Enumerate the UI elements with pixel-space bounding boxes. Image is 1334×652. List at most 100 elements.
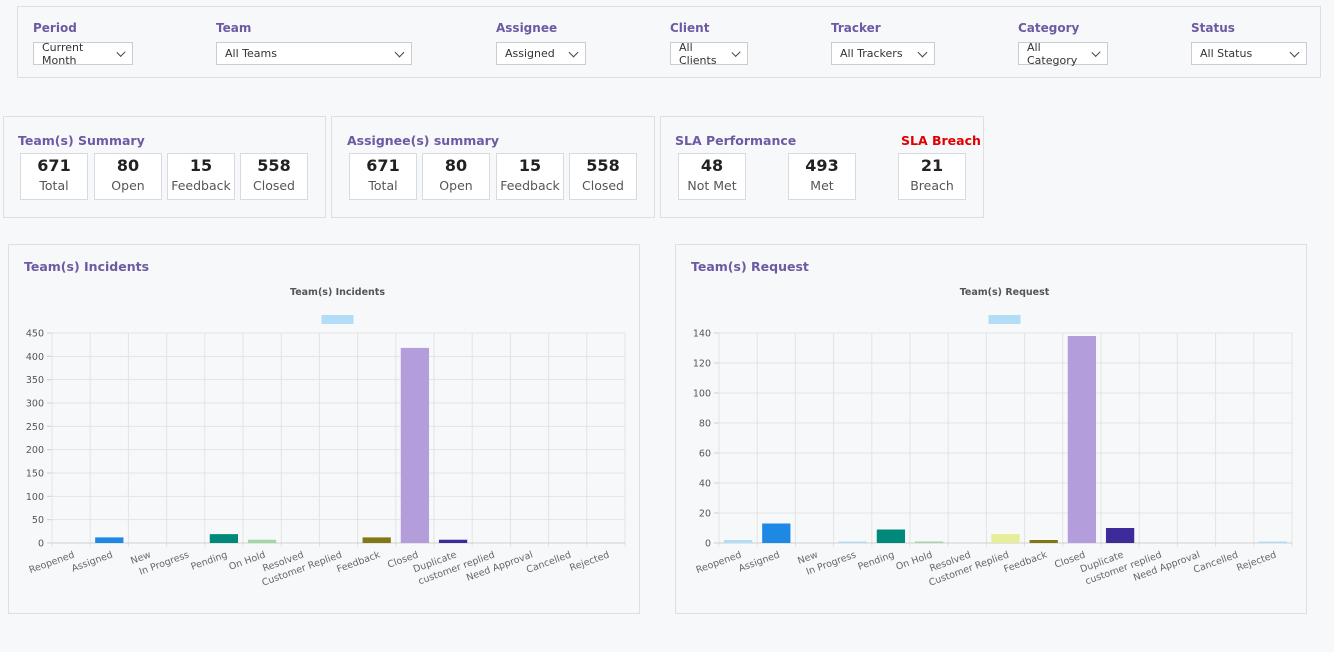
filter-period-label: Period [33, 21, 77, 35]
assignee-select[interactable]: Assigned [496, 42, 586, 65]
stat-value: 558 [257, 156, 291, 175]
incidents-x-tick-label: Assigned [70, 549, 114, 574]
incidents-y-tick-label: 0 [38, 539, 44, 550]
incidents-x-tick-label: Pending [189, 549, 228, 572]
request-x-tick-label: Assigned [737, 549, 781, 574]
sla-breach-title: SLA Breach [901, 133, 981, 148]
chevron-down-icon [394, 47, 405, 57]
sla-performance-title: SLA Performance [675, 133, 797, 148]
incidents-y-tick-label: 450 [26, 329, 44, 340]
incidents-y-tick-label: 50 [32, 515, 44, 526]
stat-label: Closed [253, 178, 295, 193]
team-select[interactable]: All Teams [216, 42, 412, 65]
assignee-closed-stat[interactable]: 558 Closed [569, 153, 637, 200]
request-y-tick-label: 20 [699, 509, 711, 520]
stat-value: 558 [586, 156, 620, 175]
team-feedback-stat[interactable]: 15 Feedback [167, 153, 235, 200]
stat-label: Open [439, 178, 473, 193]
filter-bar: Period Current Month Team All Teams Assi… [17, 6, 1321, 78]
request-bar [1067, 336, 1097, 543]
request-y-tick-label: 120 [693, 359, 711, 370]
incidents-chart-card: Team(s) Incidents Team(s) Incidents 0 50 10… [8, 244, 640, 614]
assignee-open-stat[interactable]: 80 Open [422, 153, 490, 200]
request-x-tick-label: Pending [856, 549, 895, 572]
stat-value: 671 [37, 156, 71, 175]
incidents-bar-chart: Team(s) Incidents 0 50 100 150 200 250 300 350 40… [26, 287, 626, 589]
filter-team-label: Team [216, 21, 252, 35]
assignee-summary-card: Assignee(s) summary 671 Total 80 Open 15… [331, 116, 655, 218]
filter-assignee: Assignee Assigned [496, 21, 586, 65]
chevron-down-icon [731, 47, 741, 57]
request-y-tick-label: 80 [699, 419, 711, 430]
incidents-x-tick-label: Feedback [335, 549, 382, 575]
sla-breach-stat[interactable]: 21 Breach [898, 153, 966, 200]
stat-label: Breach [910, 178, 954, 193]
status-select-value: All Status [1200, 47, 1253, 60]
tracker-select-value: All Trackers [840, 47, 903, 60]
sla-performance-card: SLA Performance SLA Breach 48 Not Met 49… [660, 116, 984, 218]
client-select-value: All Clients [679, 40, 717, 67]
incidents-y-tick-label: 300 [26, 399, 44, 410]
incidents-legend-swatch [321, 315, 354, 324]
request-bar [1105, 528, 1135, 543]
stat-label: Total [368, 178, 398, 193]
assignee-summary-title: Assignee(s) summary [347, 133, 499, 148]
stat-value: 15 [518, 156, 542, 175]
request-y-tick-label: 100 [693, 389, 711, 400]
incidents-x-tick-label: Rejected [568, 549, 611, 573]
stat-label: Met [810, 178, 834, 193]
sla-met-stat[interactable]: 493 Met [788, 153, 856, 200]
team-open-stat[interactable]: 80 Open [94, 153, 162, 200]
tracker-select[interactable]: All Trackers [831, 42, 935, 65]
stat-value: 493 [805, 156, 839, 175]
stat-value: 21 [920, 156, 944, 175]
category-select[interactable]: All Category [1018, 41, 1108, 67]
stat-value: 80 [444, 156, 468, 175]
request-chart-title: Team(s) Request [960, 287, 1050, 298]
incidents-bar [438, 539, 468, 543]
incidents-x-tick-label: On Hold [228, 549, 268, 572]
period-select-value: Current Month [42, 40, 84, 67]
request-x-tick-label: Rejected [1235, 549, 1278, 573]
request-x-tick-label: On Hold [895, 549, 935, 572]
incidents-bar [209, 534, 239, 543]
chevron-down-icon [1091, 47, 1101, 57]
stat-label: Open [111, 178, 145, 193]
incidents-x-tick-label: Reopened [28, 549, 77, 576]
filter-status: Status All Status [1191, 21, 1307, 65]
stat-value: 671 [366, 156, 400, 175]
request-bar [914, 541, 944, 543]
request-bar [991, 534, 1020, 543]
request-x-tick-label: Cancelled [1192, 549, 1240, 575]
assignee-feedback-stat[interactable]: 15 Feedback [496, 153, 564, 200]
filter-client: Client All Clients [670, 21, 748, 67]
period-select[interactable]: Current Month [33, 40, 133, 67]
assignee-total-stat[interactable]: 671 Total [349, 153, 417, 200]
team-select-value: All Teams [225, 47, 277, 60]
chevron-down-icon [568, 47, 579, 57]
filter-tracker: Tracker All Trackers [831, 21, 935, 65]
incidents-bar [362, 537, 391, 543]
request-legend-swatch [988, 315, 1021, 324]
filter-team: Team All Teams [216, 21, 412, 65]
stat-label: Feedback [171, 178, 231, 193]
incidents-bar [247, 539, 277, 543]
team-total-stat[interactable]: 671 Total [20, 153, 88, 200]
filter-category-label: Category [1018, 21, 1080, 35]
request-y-tick-label: 0 [705, 539, 711, 550]
status-select[interactable]: All Status [1191, 42, 1307, 65]
filter-client-label: Client [670, 21, 710, 35]
request-x-tick-label: Feedback [1002, 549, 1049, 575]
incidents-y-tick-label: 150 [26, 469, 44, 480]
stat-label: Not Met [687, 178, 737, 193]
sla-not-met-stat[interactable]: 48 Not Met [678, 153, 746, 200]
incidents-y-tick-label: 100 [26, 492, 44, 503]
stat-label: Closed [582, 178, 624, 193]
incidents-y-tick-label: 250 [26, 422, 44, 433]
incidents-y-tick-label: 200 [26, 445, 44, 456]
team-closed-stat[interactable]: 558 Closed [240, 153, 308, 200]
request-y-tick-label: 60 [699, 449, 711, 460]
client-select[interactable]: All Clients [670, 40, 748, 67]
team-summary-title: Team(s) Summary [18, 133, 145, 148]
request-card-title: Team(s) Request [691, 259, 809, 274]
